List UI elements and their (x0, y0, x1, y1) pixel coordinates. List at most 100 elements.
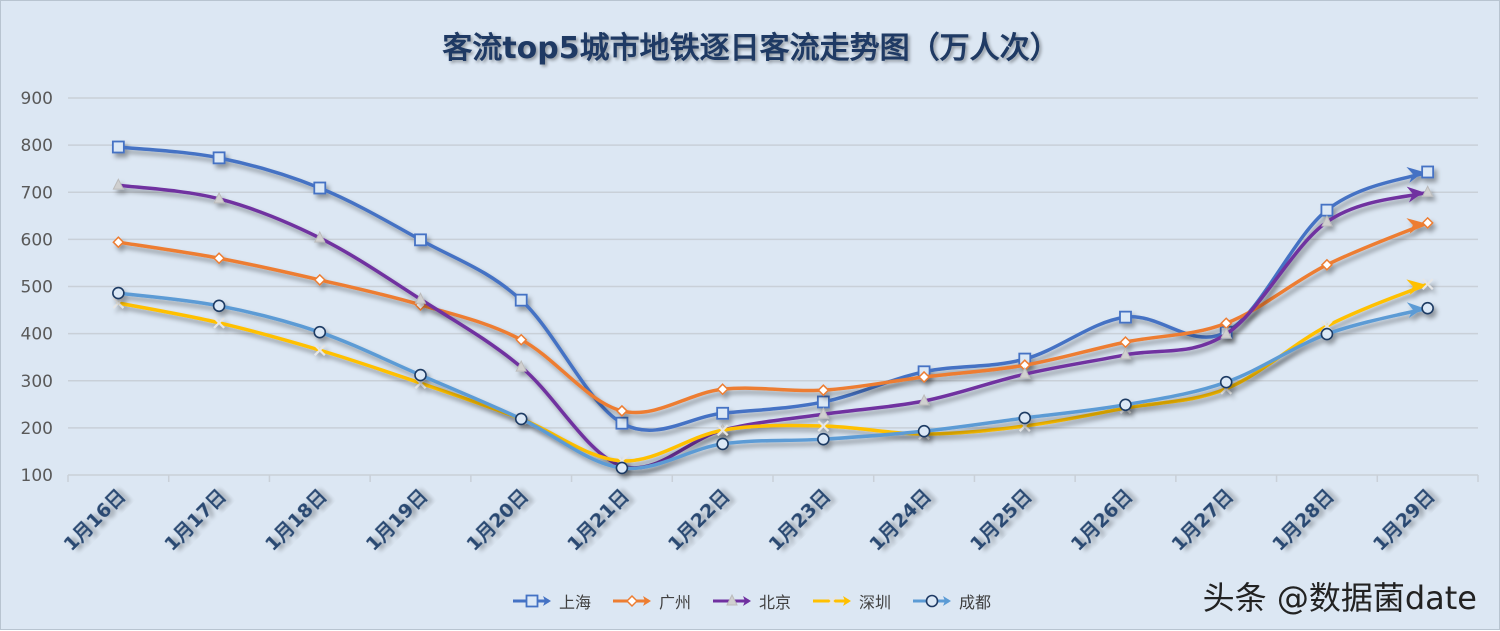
data-point-x (314, 344, 326, 356)
arrow-head (1406, 302, 1424, 319)
data-point-circle (1421, 301, 1434, 315)
x-tick-label: 1月27日 (1167, 485, 1237, 555)
legend-item[interactable]: 上海 (511, 589, 591, 613)
data-point-diamond (817, 384, 830, 397)
data-point-triangle (515, 359, 528, 372)
x-tick-label: 1月20日 (462, 485, 532, 555)
y-tick-label: 700 (21, 183, 53, 203)
data-point-circle (817, 432, 830, 446)
data-point-diamond (625, 594, 639, 608)
data-point-triangle (1119, 347, 1132, 360)
data-point-triangle (1018, 367, 1031, 379)
data-point-triangle (1321, 214, 1333, 227)
data-point-diamond (515, 333, 528, 346)
legend-label: 深圳 (859, 593, 892, 612)
data-point-triangle (313, 230, 326, 243)
data-point-x (826, 595, 838, 607)
x-tick-label: 1月19日 (362, 485, 432, 555)
data-point-square (514, 293, 528, 307)
data-point-circle (716, 437, 729, 451)
data-point-triangle (112, 178, 125, 190)
legend-swatch-icon (712, 594, 751, 606)
data-point-diamond (1119, 336, 1132, 349)
arrow-head (1406, 166, 1424, 183)
legend: 上海 广州 北京 深圳 成都 (1, 589, 1500, 613)
data-point-x (112, 297, 125, 309)
arrow-head (1406, 279, 1424, 296)
x-tick-label: 1月24日 (865, 485, 935, 555)
x-tick-label: 1月25日 (966, 485, 1036, 555)
data-point-triangle (726, 594, 738, 606)
data-point-circle (1320, 327, 1334, 341)
data-point-diamond (313, 273, 326, 286)
data-point-circle (514, 412, 528, 426)
legend-item[interactable]: 深圳 (811, 589, 891, 613)
watermark: 头条 @数据菌date (1202, 579, 1477, 617)
y-tick-label: 100 (21, 466, 53, 486)
series-成都 (112, 286, 1434, 475)
legend-swatch-icon (913, 594, 952, 608)
x-tick-label: 1月21日 (563, 485, 633, 555)
data-point-triangle (1220, 326, 1233, 339)
data-point-circle (1219, 375, 1233, 389)
y-tick-label: 600 (21, 230, 53, 250)
legend-swatch-icon (813, 595, 851, 607)
series-line (116, 291, 1430, 471)
data-point-square (716, 406, 730, 420)
data-point-square (212, 151, 226, 165)
x-tick-label: 1月23日 (764, 485, 834, 555)
data-point-square (816, 395, 830, 409)
y-tick-label: 400 (21, 325, 53, 345)
series-line (116, 221, 1430, 415)
data-point-diamond (112, 236, 125, 249)
x-tick-label: 1月29日 (1369, 485, 1439, 555)
data-point-triangle (213, 191, 225, 204)
legend-item[interactable]: 北京 (711, 589, 791, 613)
x-tick-label: 1月28日 (1268, 485, 1338, 555)
data-point-diamond (615, 404, 628, 417)
data-point-circle (925, 594, 939, 608)
data-point-square (111, 140, 125, 154)
series-广州 (112, 216, 1434, 417)
data-point-square (313, 181, 327, 195)
y-tick-label: 300 (21, 372, 53, 392)
x-tick-label: 1月16日 (59, 485, 129, 555)
x-tick-label: 1月26日 (1067, 485, 1137, 555)
x-tick-label: 1月18日 (261, 485, 331, 555)
data-point-circle (414, 368, 427, 382)
x-tick-label: 1月17日 (160, 485, 230, 555)
data-point-diamond (918, 370, 931, 384)
data-point-diamond (1320, 258, 1333, 271)
data-point-circle (112, 286, 125, 300)
data-point-square (1421, 165, 1435, 179)
data-point-circle (313, 325, 327, 339)
data-point-triangle (414, 292, 427, 304)
data-point-triangle (918, 393, 930, 406)
data-point-x (213, 317, 225, 329)
arrow-head (1406, 218, 1424, 234)
data-point-diamond (716, 383, 729, 396)
series-line (116, 282, 1430, 463)
legend-label: 广州 (658, 593, 691, 612)
legend-item[interactable]: 广州 (611, 589, 691, 613)
data-point-square (1320, 203, 1334, 217)
arrow-head (1406, 186, 1424, 203)
chart-title: 客流top5城市地铁逐日客流走势图（万人次） (442, 31, 1060, 66)
data-point-diamond (213, 252, 226, 265)
y-tick-label: 200 (21, 419, 53, 439)
data-point-circle (212, 299, 226, 313)
data-point-circle (615, 461, 629, 475)
legend-label: 成都 (959, 593, 992, 612)
data-point-square (525, 594, 539, 608)
data-point-circle (1018, 411, 1032, 425)
data-point-circle (1119, 398, 1132, 412)
y-tick-label: 800 (21, 136, 53, 156)
legend-item[interactable]: 成都 (911, 589, 991, 613)
series-深圳 (112, 278, 1434, 467)
data-point-x (817, 420, 830, 432)
x-tick-label: 1月22日 (664, 485, 734, 555)
y-tick-label: 900 (21, 89, 53, 109)
data-point-circle (917, 424, 931, 438)
